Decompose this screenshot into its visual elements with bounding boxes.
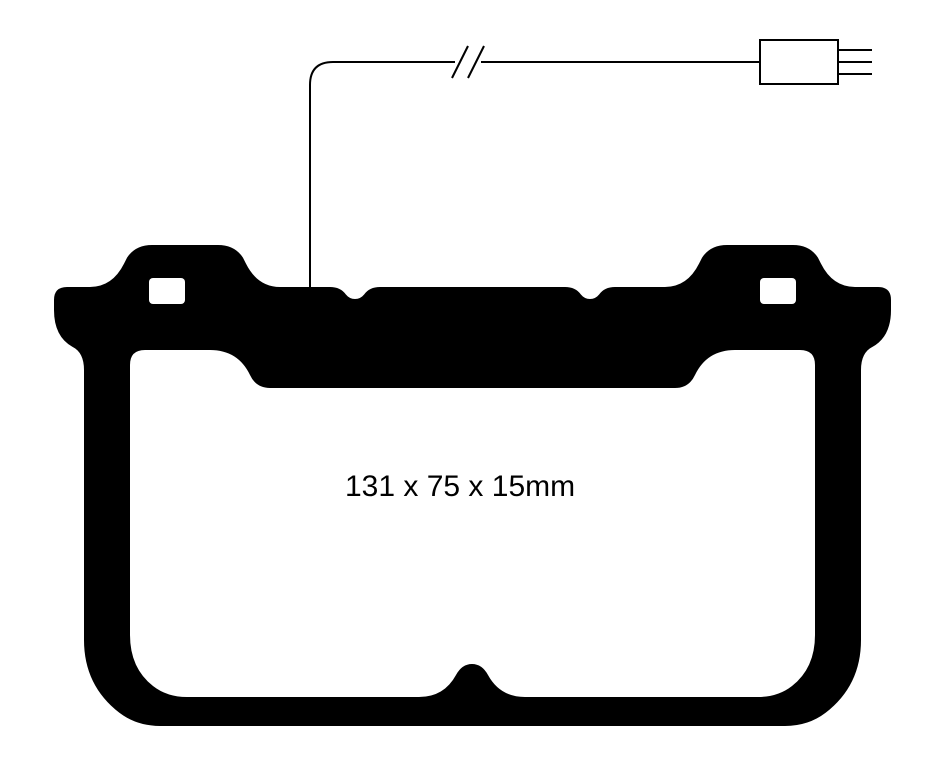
mounting-hole-right bbox=[760, 278, 796, 304]
dimension-label: 131 x 75 x 15mm bbox=[345, 470, 575, 504]
connector-body bbox=[760, 40, 838, 84]
mounting-hole-left bbox=[149, 278, 185, 304]
brake-pad-drawing bbox=[0, 0, 950, 760]
wire-path bbox=[310, 62, 760, 290]
diagram-canvas: 131 x 75 x 15mm bbox=[0, 0, 950, 760]
pad-inner bbox=[130, 350, 815, 697]
sensor-wire bbox=[310, 40, 760, 290]
sensor-connector bbox=[760, 40, 872, 84]
